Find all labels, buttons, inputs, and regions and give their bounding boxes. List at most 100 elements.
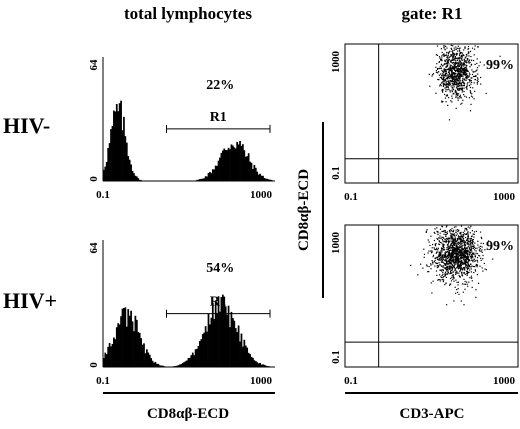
histogram-bar <box>207 173 210 181</box>
data-point <box>445 282 447 284</box>
data-point <box>455 84 457 86</box>
data-point <box>463 255 465 257</box>
data-point <box>439 237 441 239</box>
histogram-bar <box>203 178 206 181</box>
data-point <box>461 259 463 261</box>
data-point <box>464 64 466 66</box>
data-point <box>452 265 454 267</box>
data-point <box>428 73 430 75</box>
data-point <box>464 71 466 73</box>
data-point <box>476 247 478 249</box>
data-point <box>475 289 477 291</box>
data-point <box>438 237 440 239</box>
data-point <box>454 66 456 68</box>
data-point <box>434 248 436 250</box>
data-point <box>466 239 468 241</box>
data-point <box>451 275 453 277</box>
data-point <box>449 50 451 52</box>
data-point <box>452 45 454 47</box>
data-point <box>441 279 443 281</box>
data-point <box>462 262 464 264</box>
data-point <box>454 80 456 82</box>
data-point <box>442 249 444 251</box>
data-point <box>446 56 448 58</box>
histogram-bar <box>204 176 207 181</box>
data-point <box>455 259 457 261</box>
histogram-bar <box>199 341 201 367</box>
data-point <box>444 93 446 96</box>
data-point <box>453 251 455 253</box>
data-point <box>479 61 481 63</box>
data-point <box>465 77 467 79</box>
data-point <box>459 70 461 72</box>
data-point <box>455 270 457 272</box>
data-point <box>456 258 458 260</box>
data-point <box>450 55 452 57</box>
data-point <box>464 261 466 264</box>
data-point <box>434 243 436 245</box>
histogram-bar <box>219 311 221 367</box>
data-point <box>465 73 467 75</box>
data-point <box>462 263 464 265</box>
data-point <box>470 259 472 261</box>
data-point <box>417 274 419 276</box>
data-point <box>470 237 472 239</box>
data-point <box>445 101 447 103</box>
data-point <box>457 97 459 99</box>
histogram-bar <box>125 142 128 181</box>
data-point <box>451 80 453 82</box>
data-point <box>447 273 449 275</box>
data-point <box>454 62 456 64</box>
histogram-bar <box>197 346 200 367</box>
data-point <box>468 60 470 62</box>
data-point <box>466 271 469 273</box>
data-point <box>465 53 468 56</box>
data-point <box>453 253 455 255</box>
data-point <box>456 53 458 55</box>
data-point <box>427 252 429 254</box>
data-point <box>450 59 452 61</box>
data-point <box>449 66 451 68</box>
data-point <box>454 243 456 245</box>
data-point <box>462 80 464 82</box>
data-point <box>455 254 457 256</box>
data-point <box>448 266 450 268</box>
data-point <box>456 256 458 258</box>
data-point <box>451 89 453 91</box>
data-point <box>470 92 472 94</box>
data-point <box>450 82 452 84</box>
data-point <box>445 66 447 69</box>
histogram-bar <box>110 346 112 367</box>
data-point <box>471 250 473 252</box>
histogram-bar <box>107 147 110 181</box>
data-point <box>451 97 453 99</box>
data-point <box>450 70 452 72</box>
data-point <box>476 253 478 255</box>
data-point <box>457 95 459 97</box>
data-point <box>450 244 452 247</box>
histogram-bar <box>130 310 132 367</box>
data-point <box>444 273 446 275</box>
data-point <box>453 229 455 231</box>
histogram-bar <box>134 315 137 367</box>
data-point <box>468 271 470 273</box>
data-point <box>447 243 449 245</box>
data-point <box>463 266 465 269</box>
data-point <box>437 279 439 281</box>
data-point <box>455 258 457 260</box>
data-point <box>448 255 450 257</box>
data-point <box>451 272 453 274</box>
data-point <box>436 262 439 264</box>
data-point <box>451 249 454 251</box>
data-point <box>461 273 463 275</box>
data-point <box>446 247 448 249</box>
data-point <box>465 227 468 230</box>
data-point <box>469 253 471 255</box>
data-point <box>445 259 448 261</box>
data-point <box>448 246 450 248</box>
histogram-bar <box>233 147 236 181</box>
histogram-bar <box>227 305 230 367</box>
data-point <box>457 248 459 250</box>
